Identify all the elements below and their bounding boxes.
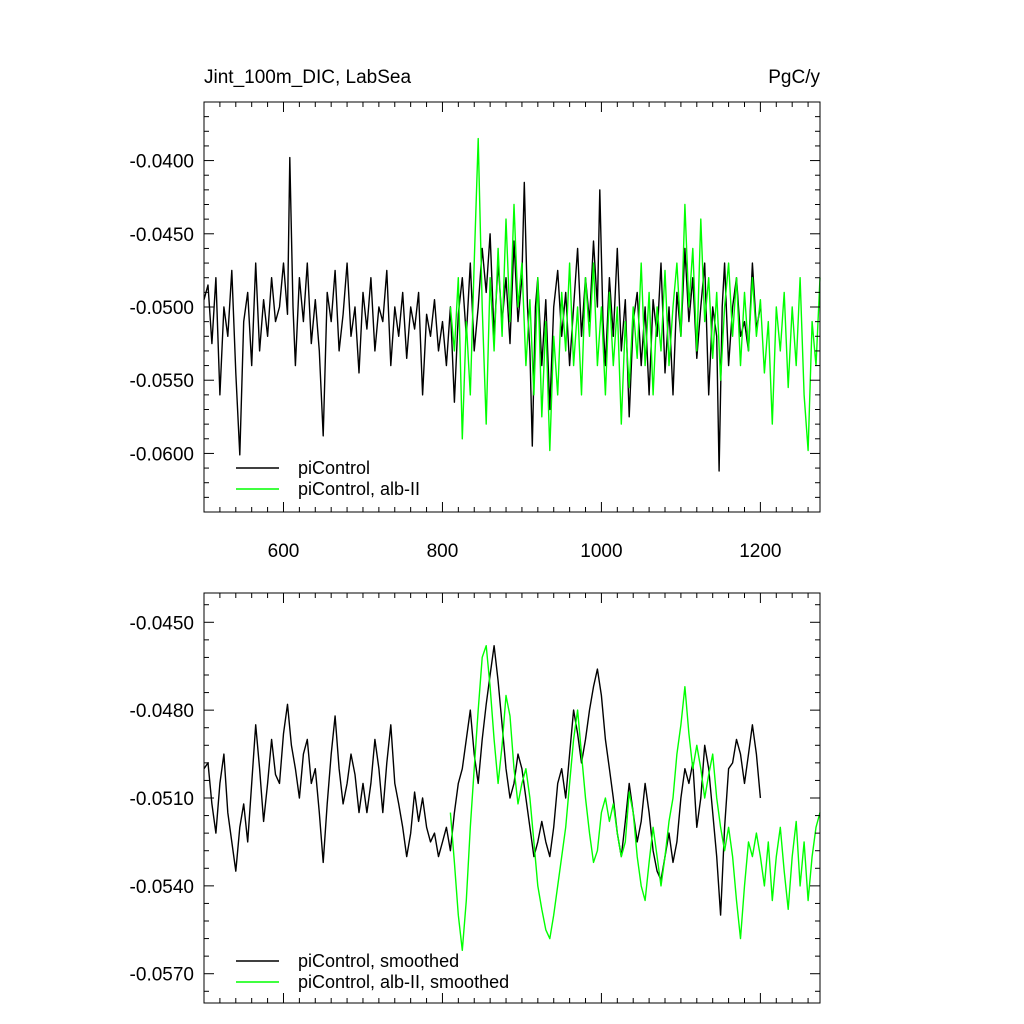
plot-frame <box>203 592 821 1004</box>
series-line-0-1 <box>449 137 821 452</box>
chart-title-left: Jint_100m_DIC, LabSea <box>204 67 411 88</box>
series-line-1-1 <box>449 645 821 951</box>
y-tick-label: -0.0540 <box>130 877 194 898</box>
legend-label: piControl <box>298 458 370 478</box>
x-tick-label: 1000 <box>580 541 622 562</box>
y-tick-label: -0.0550 <box>130 371 194 392</box>
y-tick-label: -0.0500 <box>130 298 194 319</box>
y-tick-label: -0.0600 <box>130 444 194 465</box>
x-tick-label: 800 <box>427 541 459 562</box>
legend-label: piControl, smoothed <box>298 951 459 971</box>
legend-label: piControl, alb-II <box>298 479 420 499</box>
legend-label: piControl, alb-II, smoothed <box>298 972 509 992</box>
y-tick-label: -0.0510 <box>130 789 194 810</box>
bottom-panel: -0.0450 -0.0480 -0.0510 -0.0540 -0.0570 piCon… <box>130 592 821 1004</box>
x-tick-label: 1200 <box>739 541 781 562</box>
series-line-1-0 <box>203 645 762 916</box>
y-tick-label: -0.0450 <box>130 225 194 246</box>
y-tick-label: -0.0570 <box>130 965 194 986</box>
y-tick-label: -0.0480 <box>130 701 194 722</box>
y-tick-label: -0.0450 <box>130 613 194 634</box>
chart-title-right: PgC/y <box>768 67 820 88</box>
y-tick-label: -0.0400 <box>130 152 194 173</box>
top-panel: 600 800 1000 1200 -0.0400 -0.0450 -0.0500 -0.05… <box>130 101 821 562</box>
series-line-0-0 <box>203 156 762 472</box>
x-tick-label: 600 <box>268 541 300 562</box>
